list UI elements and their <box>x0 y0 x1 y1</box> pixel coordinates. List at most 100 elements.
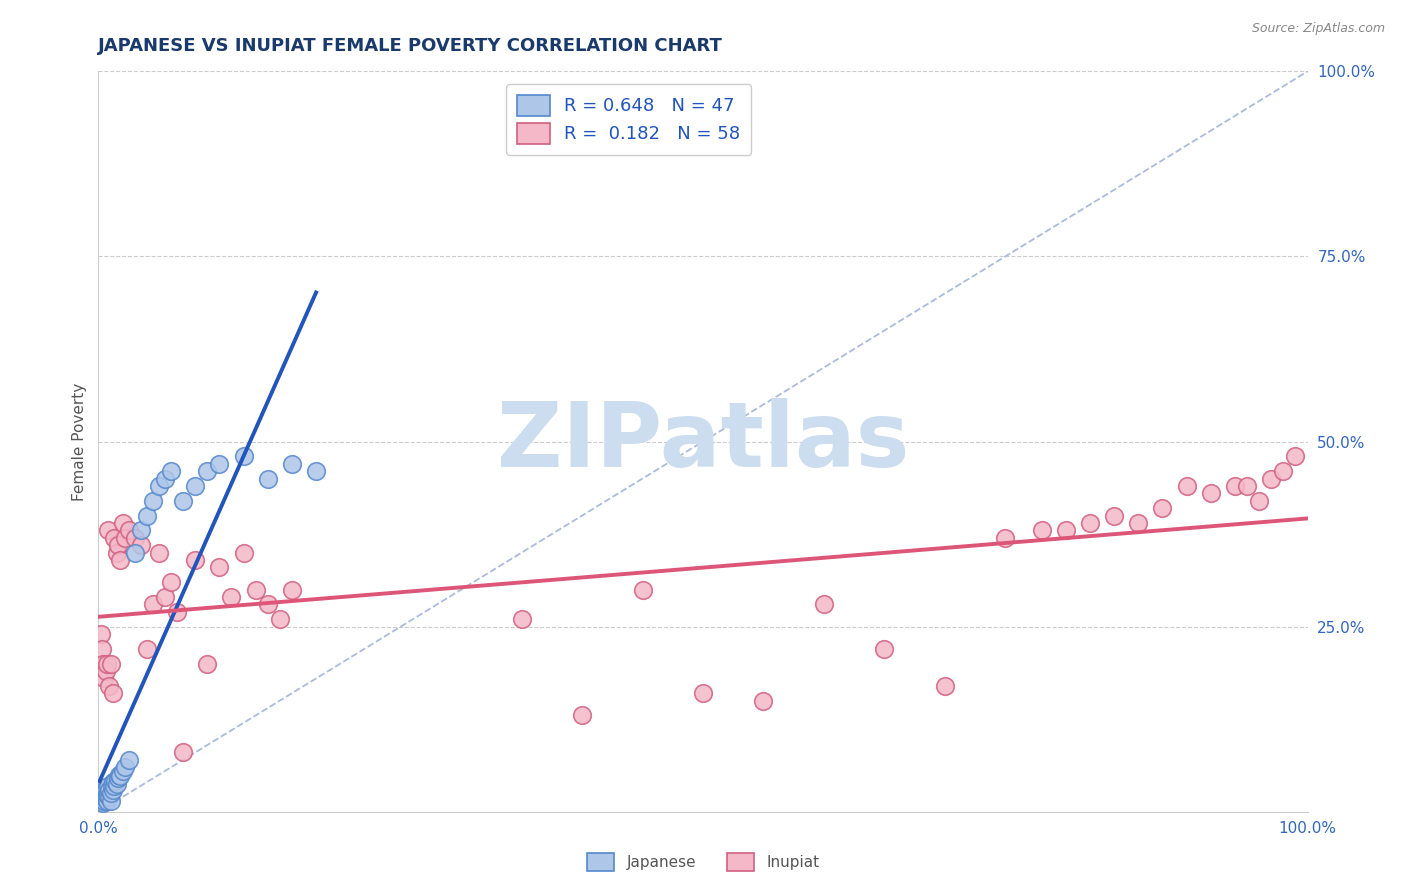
Point <box>101 686 124 700</box>
Point <box>692 686 714 700</box>
Point <box>135 641 157 656</box>
Point <box>166 605 188 619</box>
Point <box>1054 524 1077 538</box>
Point <box>97 786 120 800</box>
Point <box>96 789 118 803</box>
Point <box>281 457 304 471</box>
Point <box>93 672 115 686</box>
Point <box>571 708 593 723</box>
Point <box>101 782 124 797</box>
Point <box>98 789 121 804</box>
Point <box>281 582 304 597</box>
Point <box>91 657 114 671</box>
Point <box>153 590 176 604</box>
Legend: Japanese, Inupiat: Japanese, Inupiat <box>581 847 825 877</box>
Point <box>107 538 129 552</box>
Point <box>1152 501 1174 516</box>
Point <box>100 657 122 671</box>
Point <box>114 760 136 774</box>
Text: Source: ZipAtlas.com: Source: ZipAtlas.com <box>1251 22 1385 36</box>
Point <box>114 531 136 545</box>
Point <box>105 776 128 790</box>
Point <box>269 612 291 626</box>
Point <box>91 641 114 656</box>
Point <box>994 531 1017 545</box>
Point <box>94 782 117 797</box>
Point <box>142 598 165 612</box>
Point <box>172 493 194 508</box>
Point <box>1078 516 1101 530</box>
Point <box>1031 524 1053 538</box>
Point <box>91 791 114 805</box>
Point <box>101 775 124 789</box>
Point <box>232 546 254 560</box>
Point <box>256 598 278 612</box>
Point <box>108 769 131 783</box>
Point <box>94 664 117 678</box>
Point <box>142 493 165 508</box>
Point <box>97 524 120 538</box>
Point <box>1249 493 1271 508</box>
Point <box>208 457 231 471</box>
Point <box>98 679 121 693</box>
Point <box>108 553 131 567</box>
Point <box>129 524 152 538</box>
Legend: R = 0.648   N = 47, R =  0.182   N = 58: R = 0.648 N = 47, R = 0.182 N = 58 <box>506 84 751 154</box>
Point <box>118 524 141 538</box>
Point <box>256 471 278 485</box>
Point <box>103 531 125 545</box>
Point <box>94 791 117 805</box>
Point <box>93 794 115 808</box>
Point <box>195 657 218 671</box>
Point <box>96 657 118 671</box>
Point <box>305 464 328 478</box>
Point <box>510 612 533 626</box>
Point <box>124 531 146 545</box>
Point <box>104 773 127 788</box>
Point <box>93 789 115 804</box>
Point <box>160 464 183 478</box>
Point <box>813 598 835 612</box>
Point <box>90 627 112 641</box>
Point <box>96 794 118 808</box>
Point <box>93 786 115 800</box>
Point <box>98 782 121 797</box>
Point <box>1102 508 1125 523</box>
Point <box>103 779 125 793</box>
Point <box>1260 471 1282 485</box>
Text: ZIPatlas: ZIPatlas <box>496 398 910 485</box>
Point <box>90 786 112 800</box>
Point <box>232 450 254 464</box>
Point <box>118 753 141 767</box>
Point <box>245 582 267 597</box>
Point <box>91 784 114 798</box>
Point <box>1128 516 1150 530</box>
Point <box>107 772 129 786</box>
Point <box>631 582 654 597</box>
Point <box>97 779 120 793</box>
Point <box>148 546 170 560</box>
Point <box>1175 479 1198 493</box>
Point <box>129 538 152 552</box>
Point <box>100 794 122 808</box>
Point <box>1284 450 1306 464</box>
Point <box>208 560 231 574</box>
Point <box>90 794 112 808</box>
Point <box>221 590 243 604</box>
Point <box>1223 479 1246 493</box>
Point <box>100 779 122 793</box>
Point <box>873 641 896 656</box>
Point <box>105 546 128 560</box>
Point <box>111 516 134 530</box>
Point <box>148 479 170 493</box>
Point <box>160 575 183 590</box>
Point <box>91 789 114 803</box>
Point <box>752 694 775 708</box>
Point <box>184 553 207 567</box>
Point <box>91 796 114 810</box>
Point <box>172 746 194 760</box>
Point <box>1199 486 1222 500</box>
Point <box>108 767 131 781</box>
Point <box>111 764 134 778</box>
Point <box>124 546 146 560</box>
